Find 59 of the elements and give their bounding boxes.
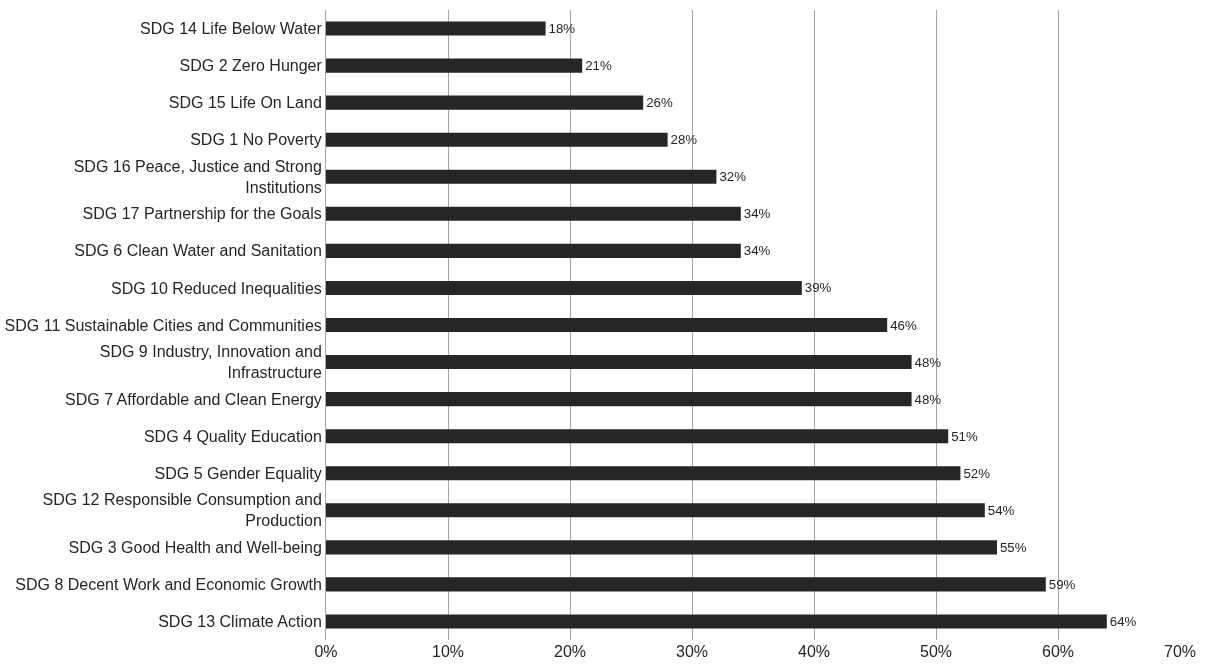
x-tick-label: 0% — [314, 643, 338, 660]
x-tick-label: 60% — [1041, 643, 1075, 660]
y-tick-label: SDG 4 Quality Education — [143, 427, 322, 445]
bar — [326, 429, 949, 444]
data-label: 54% — [987, 502, 1015, 518]
x-tick-label: 50% — [919, 643, 953, 660]
data-label: 34% — [743, 206, 771, 222]
data-label: 39% — [804, 280, 832, 296]
data-label: 59% — [1048, 576, 1076, 592]
bar — [326, 206, 741, 221]
y-tick-label: SDG 17 Partnership for the Goals — [82, 205, 322, 223]
x-tick-label: 70% — [1163, 643, 1197, 660]
bar — [326, 614, 1107, 629]
x-tick-label: 10% — [431, 643, 465, 660]
y-tick-label: SDG 9 Industry, Innovation and Infrastructure — [99, 343, 322, 382]
data-label: 55% — [1000, 539, 1027, 555]
data-label: 21% — [585, 58, 612, 74]
bar — [326, 243, 741, 258]
bar — [326, 392, 912, 407]
bar — [326, 317, 888, 333]
y-tick-label: SDG 8 Decent Work and Economic Growth — [15, 576, 322, 594]
y-tick-label: SDG 15 Life On Land — [168, 94, 322, 112]
data-label: 26% — [646, 95, 673, 111]
y-tick-label: SDG 7 Affordable and Clean Energy — [65, 390, 322, 408]
bar — [326, 132, 668, 147]
x-tick-label: 20% — [553, 643, 587, 660]
data-label: 52% — [963, 465, 991, 481]
y-tick-label: SDG 13 Climate Action — [158, 613, 322, 631]
bar — [326, 540, 997, 555]
bar — [326, 355, 912, 370]
data-label: 18% — [548, 21, 576, 37]
y-tick-label: SDG 5 Gender Equality — [154, 464, 322, 482]
bar — [326, 21, 546, 36]
bar — [326, 58, 583, 73]
data-label: 34% — [743, 243, 771, 259]
y-tick-label: SDG 11 Sustainable Cities and Communities — [4, 316, 322, 334]
y-tick-label: SDG 6 Clean Water and Sanitation — [74, 242, 322, 260]
data-label: 28% — [670, 132, 698, 148]
bar — [326, 466, 961, 481]
data-label: 46% — [890, 317, 917, 333]
y-tick-label: SDG 12 Responsible Consumption and Production — [42, 491, 322, 530]
y-tick-label: SDG 1 No Poverty — [190, 131, 322, 149]
bar — [326, 577, 1046, 592]
x-tick-label: 30% — [675, 643, 709, 660]
data-label: 32% — [719, 169, 747, 185]
data-label: 51% — [951, 428, 978, 444]
data-label: 48% — [914, 354, 942, 370]
y-tick-label: SDG 14 Life Below Water — [140, 20, 323, 38]
data-label: 48% — [914, 391, 942, 407]
y-tick-label: SDG 10 Reduced Inequalities — [111, 279, 322, 297]
bar — [326, 95, 644, 110]
data-label: 64% — [1109, 614, 1137, 630]
bar — [326, 280, 802, 295]
bar — [326, 503, 985, 518]
x-tick-label: 40% — [797, 643, 831, 660]
y-tick-label: SDG 3 Good Health and Well-being — [68, 538, 322, 556]
y-tick-label: SDG 16 Peace, Justice and Strong Institutions — [73, 157, 322, 196]
bar — [326, 169, 717, 184]
y-tick-label: SDG 2 Zero Hunger — [179, 57, 323, 75]
